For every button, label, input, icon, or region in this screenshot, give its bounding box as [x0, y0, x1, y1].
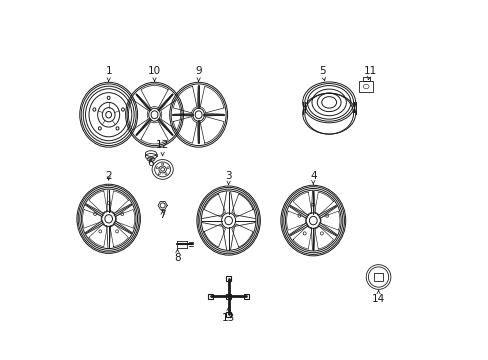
Text: 14: 14	[371, 291, 385, 304]
Bar	[373, 273, 382, 281]
Text: 2: 2	[105, 171, 112, 181]
Text: 4: 4	[309, 171, 316, 184]
Text: 9: 9	[195, 66, 202, 81]
Bar	[225, 312, 231, 317]
Text: 1: 1	[105, 66, 112, 81]
Bar	[208, 294, 213, 299]
Bar	[225, 294, 231, 299]
Text: 6: 6	[147, 158, 154, 168]
Text: 11: 11	[364, 66, 377, 80]
Bar	[362, 77, 369, 81]
Bar	[225, 276, 231, 281]
Text: 5: 5	[318, 66, 325, 81]
Text: 12: 12	[156, 140, 169, 156]
Bar	[244, 294, 248, 299]
Text: 10: 10	[148, 66, 161, 81]
Text: 3: 3	[225, 171, 231, 185]
Text: 8: 8	[174, 249, 181, 263]
Text: 13: 13	[222, 307, 235, 323]
Text: 7: 7	[159, 210, 165, 220]
